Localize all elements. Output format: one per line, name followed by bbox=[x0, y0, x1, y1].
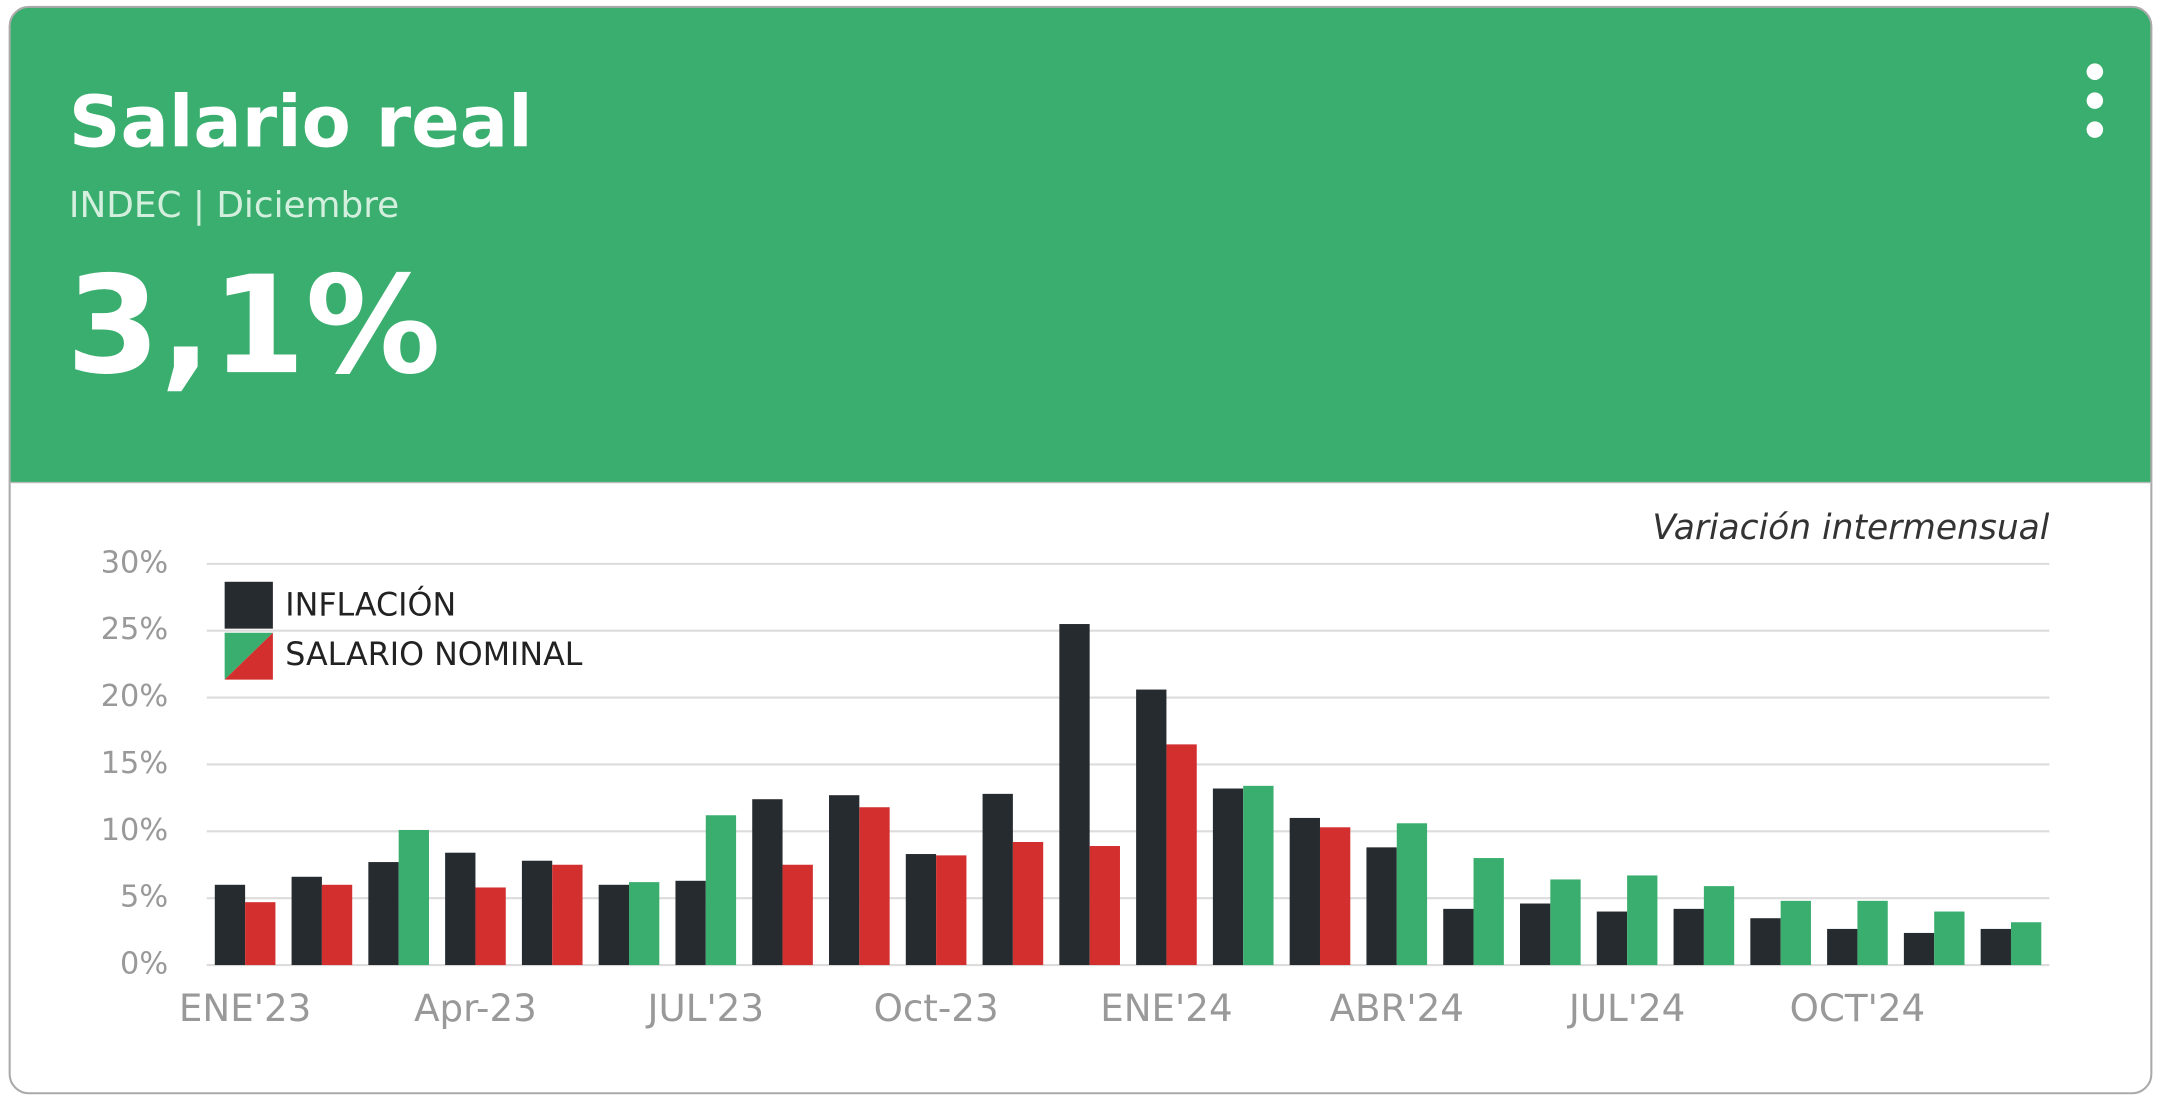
bar bbox=[1166, 744, 1197, 966]
bar bbox=[936, 855, 967, 966]
bar bbox=[598, 884, 629, 966]
x-tick-label: Oct-23 bbox=[874, 986, 999, 1030]
x-tick-label: JUL'23 bbox=[646, 986, 764, 1030]
x-tick-label: ABR'24 bbox=[1330, 986, 1464, 1030]
bar bbox=[368, 862, 399, 966]
bar bbox=[1473, 858, 1504, 966]
y-tick-label: 10% bbox=[101, 813, 168, 848]
legend-label: INFLACIÓN bbox=[285, 585, 456, 624]
bar bbox=[982, 793, 1013, 966]
card-header bbox=[9, 6, 2152, 483]
x-tick-label: JUL'24 bbox=[1567, 986, 1685, 1030]
bar bbox=[1703, 886, 1735, 966]
bar bbox=[445, 852, 476, 966]
bar bbox=[782, 864, 813, 966]
bar bbox=[675, 880, 706, 966]
bar bbox=[1212, 788, 1244, 966]
bar bbox=[829, 795, 860, 966]
menu-dot bbox=[2086, 92, 2104, 109]
legend-label: SALARIO NOMINAL bbox=[285, 637, 582, 673]
bar bbox=[1012, 842, 1044, 966]
bar bbox=[1780, 900, 1811, 966]
bar bbox=[245, 902, 276, 966]
card-subtitle: INDEC | Diciembre bbox=[69, 185, 399, 226]
bar bbox=[1289, 817, 1320, 966]
bar bbox=[1596, 911, 1628, 966]
bar bbox=[1136, 689, 1167, 966]
bar bbox=[628, 882, 660, 966]
bar bbox=[552, 864, 583, 966]
bar bbox=[1319, 827, 1351, 966]
y-tick-label: 5% bbox=[120, 880, 168, 915]
x-tick-label: OCT'24 bbox=[1790, 986, 1926, 1030]
bar bbox=[1980, 928, 2011, 966]
bar bbox=[1366, 847, 1397, 966]
bar bbox=[905, 854, 937, 966]
bar bbox=[1396, 823, 1428, 966]
bar bbox=[1059, 624, 1090, 966]
bar bbox=[398, 829, 429, 966]
x-tick-label: ENE'24 bbox=[1100, 986, 1232, 1030]
menu-dot bbox=[2086, 63, 2104, 80]
bar bbox=[705, 815, 737, 966]
bar bbox=[1627, 875, 1658, 966]
legend-swatch bbox=[224, 581, 273, 629]
y-tick-label: 0% bbox=[120, 947, 168, 982]
bar bbox=[1443, 908, 1474, 966]
card-border bbox=[8, 5, 2153, 1095]
bar bbox=[1934, 911, 1965, 966]
bar bbox=[1857, 900, 1888, 966]
y-tick-label: 20% bbox=[101, 679, 168, 714]
bar bbox=[521, 860, 553, 966]
y-tick-label: 25% bbox=[101, 612, 168, 647]
bar bbox=[1750, 918, 1781, 966]
bar bbox=[214, 884, 246, 966]
bar bbox=[1519, 903, 1551, 966]
y-tick-label: 30% bbox=[101, 545, 168, 580]
bar bbox=[752, 799, 783, 966]
bar bbox=[1550, 879, 1581, 966]
bar bbox=[1903, 932, 1935, 966]
bar bbox=[291, 876, 322, 966]
bar bbox=[1673, 908, 1704, 966]
card-title: Salario real bbox=[69, 79, 533, 163]
x-tick-label: Apr-23 bbox=[414, 986, 537, 1030]
bar bbox=[1827, 928, 1858, 966]
bar bbox=[859, 807, 890, 966]
chart-annotation: Variación intermensual bbox=[1652, 508, 2049, 548]
y-tick-label: 15% bbox=[101, 746, 168, 781]
bar bbox=[321, 884, 353, 966]
x-tick-label: ENE'23 bbox=[179, 986, 311, 1030]
menu-button[interactable] bbox=[2086, 63, 2104, 138]
headline-value: 3,1% bbox=[66, 247, 441, 404]
bar bbox=[475, 887, 506, 966]
menu-dot bbox=[2086, 121, 2104, 138]
bar bbox=[1243, 785, 1274, 966]
bar bbox=[1089, 846, 1120, 966]
bar bbox=[2010, 922, 2042, 966]
